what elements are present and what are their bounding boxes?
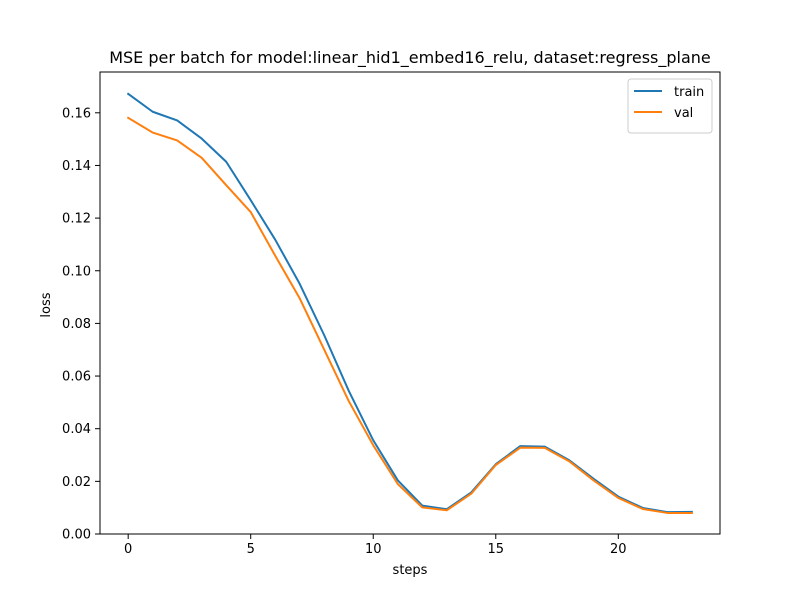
axes-frame (99, 71, 721, 535)
legend-box (627, 78, 713, 134)
series-layer (126, 92, 693, 514)
legend: train val (627, 78, 713, 134)
y-tick-label: 0.04 (62, 422, 91, 437)
y-tick-label: 0.06 (62, 370, 91, 385)
x-tick-label: 0 (124, 542, 132, 557)
axes-layer: 0 5 10 15 20 0.00 0.02 0.04 0.06 0.08 0.10 0.12 0.14… (62, 71, 721, 557)
y-axis-label: loss (39, 292, 54, 317)
x-tick-label: 15 (487, 542, 504, 557)
series-line-val (126, 116, 693, 514)
chart-title: MSE per batch for model:linear_hid1_embe… (109, 48, 711, 68)
legend-label-val: val (674, 106, 693, 121)
x-tick-label: 10 (365, 542, 382, 557)
x-tick-label: 5 (247, 542, 255, 557)
y-tick-label: 0.08 (62, 317, 91, 332)
y-tick-label: 0.14 (62, 159, 91, 174)
y-tick-label: 0.12 (62, 212, 91, 227)
y-tick-label: 0.16 (62, 106, 91, 121)
series-line-train (126, 92, 693, 514)
x-axis-label: steps (393, 563, 428, 578)
y-tick-label: 0.00 (62, 528, 91, 543)
x-tick-label: 20 (610, 542, 627, 557)
y-tick-label: 0.10 (62, 264, 91, 279)
legend-label-train: train (674, 85, 704, 100)
y-tick-label: 0.02 (62, 475, 91, 490)
